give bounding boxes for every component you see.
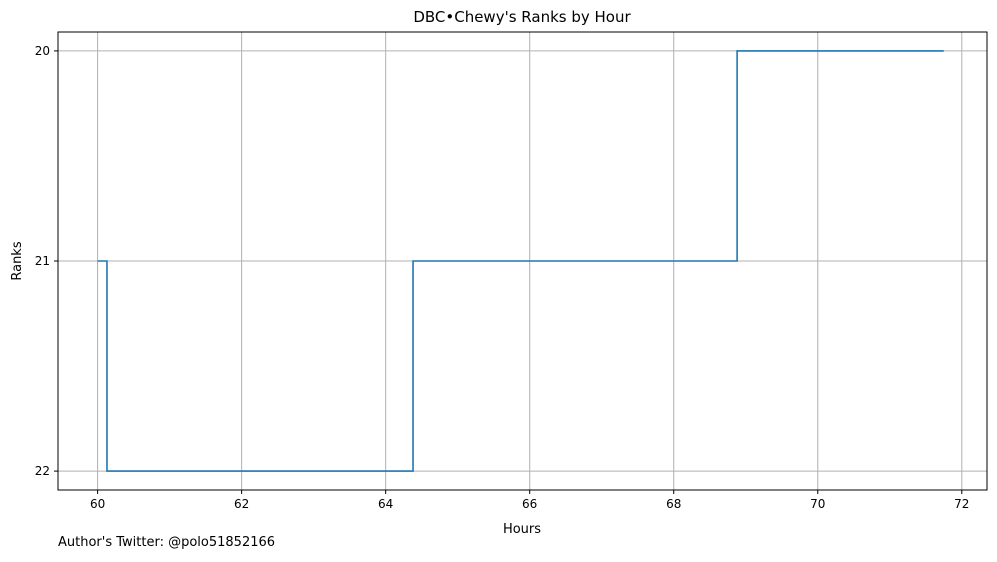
x-tick-label: 64 [378,497,393,511]
chart-title: DBC•Chewy's Ranks by Hour [413,8,631,26]
x-axis-label: Hours [503,522,541,537]
author-credit: Author's Twitter: @polo51852166 [58,535,276,550]
x-tick-label: 62 [234,497,249,511]
y-tick-label: 20 [35,44,50,58]
y-axis-ticks: 20 21 22 [35,44,58,478]
x-tick-label: 68 [666,497,681,511]
y-axis-label: Ranks [10,241,25,280]
x-axis-ticks: 60 62 64 66 68 70 72 [90,490,969,511]
y-tick-label: 22 [35,464,50,478]
series-group [97,50,944,472]
x-tick-label: 60 [90,497,105,511]
y-tick-label: 21 [35,254,50,268]
x-tick-label: 72 [954,497,969,511]
x-tick-label: 66 [522,497,537,511]
rank-step-line [97,50,944,472]
x-tick-label: 70 [810,497,825,511]
